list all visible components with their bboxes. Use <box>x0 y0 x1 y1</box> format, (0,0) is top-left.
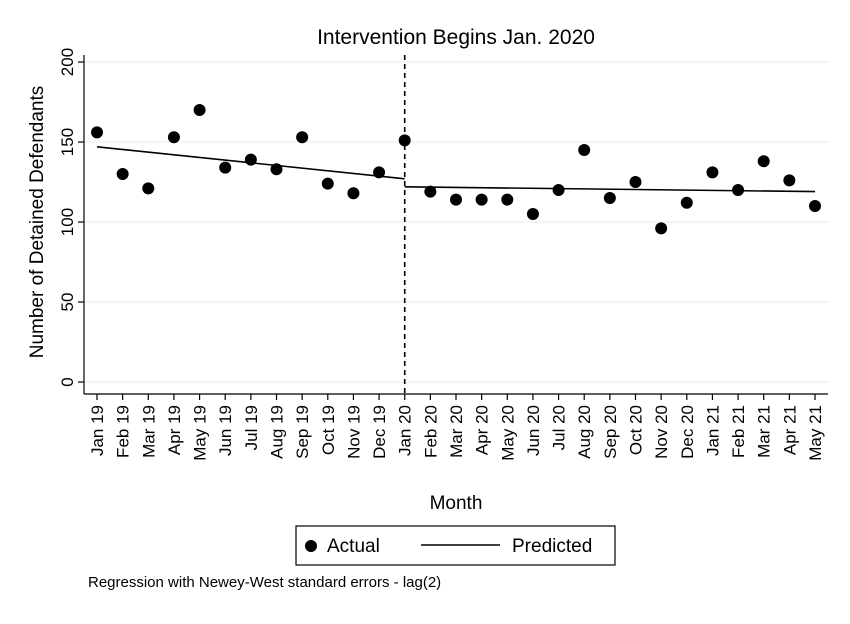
x-tick-label: Jan 21 <box>703 405 722 456</box>
actual-point <box>757 155 770 168</box>
actual-point <box>603 192 616 204</box>
actual-point <box>680 196 693 209</box>
x-tick-label: Jul 19 <box>242 405 261 450</box>
plot-area <box>84 55 828 394</box>
actual-point <box>270 163 283 176</box>
actual-point <box>424 185 437 198</box>
actual-point <box>373 166 386 179</box>
actual-point <box>475 193 488 206</box>
actual-point <box>398 134 411 147</box>
actual-point <box>450 193 462 206</box>
actual-point <box>167 131 180 144</box>
y-tick-label: 150 <box>58 128 77 156</box>
actual-point <box>219 161 232 174</box>
x-tick-label: Jul 20 <box>550 405 569 450</box>
x-tick-label: Nov 19 <box>344 405 363 459</box>
y-tick-label: 100 <box>58 208 77 236</box>
actual-point <box>296 131 309 144</box>
x-tick-label: Mar 21 <box>755 405 774 458</box>
actual-point <box>244 153 257 166</box>
actual-point <box>809 200 821 212</box>
predicted-line-segment <box>404 186 816 193</box>
x-tick-label: Oct 19 <box>319 405 338 455</box>
actual-point <box>116 168 129 180</box>
actual-point <box>732 184 745 196</box>
x-tick-label: Feb 19 <box>114 405 133 458</box>
x-tick-label: Jun 20 <box>524 405 543 456</box>
actual-point <box>578 144 591 156</box>
x-tick-label: May 20 <box>498 405 517 461</box>
x-tick-label: Dec 19 <box>370 405 389 459</box>
x-tick-label: Apr 19 <box>165 405 184 455</box>
actual-point <box>655 222 668 235</box>
y-tick-label: 200 <box>58 48 77 76</box>
legend-actual-marker <box>305 540 317 552</box>
actual-point <box>91 126 103 139</box>
x-tick-label: Feb 21 <box>729 405 748 458</box>
x-tick-label: Mar 20 <box>447 405 466 458</box>
legend-predicted-label: Predicted <box>512 536 592 557</box>
chart-title: Intervention Begins Jan. 2020 <box>317 26 595 49</box>
actual-point <box>501 193 514 206</box>
x-tick-label: Mar 19 <box>139 405 158 458</box>
x-tick-label: Dec 20 <box>678 405 697 459</box>
legend: Actual Predicted <box>295 525 616 566</box>
x-axis-label: Month <box>430 493 483 514</box>
actual-point <box>193 104 206 116</box>
actual-point <box>783 174 796 187</box>
y-axis-label: Number of Detained Defendants <box>27 86 48 359</box>
x-tick-label: Jun 19 <box>216 405 235 456</box>
x-tick-label: Jan 19 <box>88 405 107 456</box>
actual-point <box>321 177 334 190</box>
legend-actual-label: Actual <box>327 536 380 557</box>
x-tick-label: Apr 21 <box>780 405 799 455</box>
x-tick-label: May 19 <box>191 405 210 461</box>
x-tick-label: Apr 20 <box>473 405 492 455</box>
x-tick-label: Sep 19 <box>293 405 312 459</box>
y-tick-label: 50 <box>58 293 77 312</box>
y-tick-label: 0 <box>58 377 77 386</box>
x-tick-label: Jan 20 <box>396 405 415 456</box>
actual-point <box>526 208 539 220</box>
x-tick-label: Feb 20 <box>421 405 440 458</box>
x-tick-label: Aug 20 <box>575 405 594 459</box>
x-tick-label: Nov 20 <box>652 405 671 459</box>
actual-point <box>142 182 155 195</box>
x-tick-label: Sep 20 <box>601 405 620 459</box>
actual-point <box>552 184 565 196</box>
x-tick-label: Aug 19 <box>268 405 287 459</box>
x-tick-label: Oct 20 <box>627 405 646 455</box>
x-tick-label: May 21 <box>806 405 825 461</box>
footnote: Regression with Newey-West standard erro… <box>88 574 442 591</box>
actual-point <box>629 176 642 188</box>
actual-point <box>347 187 360 200</box>
actual-point <box>706 166 719 179</box>
